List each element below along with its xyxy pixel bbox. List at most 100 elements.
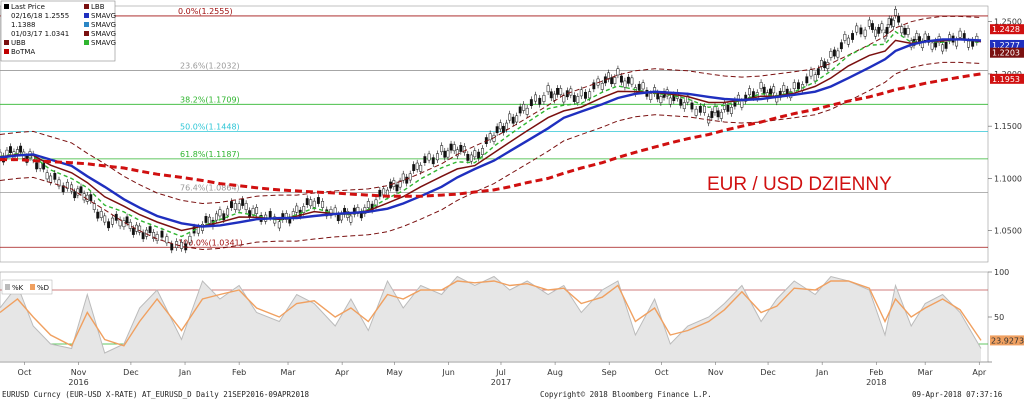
- legend-swatch: [84, 13, 89, 18]
- candle-body: [508, 113, 512, 121]
- y-tick-label: 1.0500: [994, 227, 1022, 236]
- candle-body: [944, 41, 948, 49]
- candle-body: [268, 211, 272, 218]
- candle-body: [462, 146, 466, 153]
- candle-body: [820, 60, 823, 67]
- candle-body: [505, 122, 509, 130]
- candle-body: [141, 232, 145, 240]
- candle-body: [9, 146, 12, 153]
- candle-body: [772, 86, 776, 94]
- candle-body: [713, 106, 717, 113]
- candle-body: [740, 100, 744, 108]
- candle-body: [374, 199, 378, 207]
- candle-body: [336, 214, 340, 222]
- candle-body: [501, 125, 505, 133]
- candle-body: [412, 164, 416, 171]
- candle-body: [398, 180, 402, 188]
- candle-body: [966, 40, 970, 48]
- candle-body: [469, 154, 473, 162]
- price-panel: 1.05001.10001.15001.20001.25000.0%(1.255…: [0, 5, 1024, 263]
- candle-body: [726, 104, 730, 112]
- fib-label: 50.0%(1.1448): [180, 123, 240, 132]
- candle-body: [241, 199, 245, 206]
- sma-long-line: [0, 38, 982, 228]
- osc-d-swatch: [30, 284, 35, 290]
- candle-body: [668, 97, 672, 105]
- candle-body: [305, 198, 309, 205]
- candle-body: [562, 95, 566, 103]
- legend-label: 1.1388: [11, 21, 36, 29]
- candle-body: [415, 162, 419, 170]
- candle-body: [455, 149, 459, 157]
- candle-body: [816, 68, 820, 76]
- x-month-label: Dec: [123, 368, 138, 377]
- footer-right: 09-Apr-2018 07:37:16: [912, 390, 1003, 399]
- candle-body: [19, 145, 23, 153]
- candle-body: [613, 77, 617, 84]
- legend-label: UBB: [11, 39, 26, 47]
- candle-body: [378, 189, 382, 197]
- fib-label: 76.4%(1.0864): [180, 184, 240, 193]
- candle-body: [204, 216, 208, 223]
- candle-body: [155, 234, 159, 241]
- price-label-box: [990, 39, 1024, 50]
- legend-label: LBB: [91, 3, 105, 11]
- candle-body: [128, 221, 132, 229]
- x-month-label: Mar: [280, 368, 296, 377]
- candle-body: [443, 150, 447, 158]
- candle-body: [316, 197, 320, 204]
- candle-body: [722, 102, 726, 110]
- candle-body: [449, 143, 453, 151]
- legend-swatch: [84, 22, 89, 27]
- x-month-label: Sep: [602, 368, 617, 377]
- price-label: 1.2428: [992, 25, 1020, 34]
- candle-body: [160, 230, 164, 238]
- candle-body: [321, 201, 325, 208]
- candle-body: [122, 220, 126, 228]
- candle-body: [885, 27, 889, 34]
- price-label-box: [990, 73, 1024, 84]
- x-month-label: Dec: [760, 368, 775, 377]
- x-month-label: Apr: [972, 368, 987, 377]
- fib-label: 100.0%(1.0341): [178, 238, 243, 247]
- candle-body: [923, 33, 927, 41]
- candle-body: [103, 215, 107, 223]
- candle-body: [152, 232, 156, 239]
- candle-body: [251, 208, 255, 215]
- candle-body: [515, 115, 519, 123]
- candle-body: [626, 76, 630, 84]
- candle-body: [762, 86, 766, 94]
- candle-body: [233, 203, 237, 210]
- candle-body: [349, 215, 353, 223]
- candle-body: [459, 145, 463, 152]
- sma-mid-line: [0, 38, 982, 232]
- candle-body: [405, 176, 409, 184]
- candle-body: [188, 235, 192, 243]
- candle-body: [855, 25, 859, 33]
- candle-body: [623, 80, 627, 88]
- y-tick-label: 1.1000: [994, 174, 1022, 183]
- candle-body: [719, 111, 723, 119]
- legend-label: SMAVG: [91, 30, 116, 38]
- candle-body: [823, 61, 827, 69]
- candle-body: [440, 145, 444, 153]
- legend-label: SMAVG: [91, 39, 116, 47]
- candle-body: [431, 157, 435, 165]
- candle-body: [180, 242, 183, 249]
- candle-body: [641, 82, 645, 90]
- sma-short-line: [0, 30, 982, 238]
- candle-body: [477, 151, 481, 159]
- candle-body: [481, 148, 484, 155]
- candle-body: [851, 33, 854, 40]
- candle-body: [782, 85, 786, 92]
- price-frame: [0, 5, 989, 263]
- price-label: 1.1953: [992, 75, 1020, 84]
- candle-body: [843, 33, 847, 41]
- x-year-label: 2018: [866, 378, 886, 387]
- candle-body: [170, 243, 174, 251]
- candle-body: [832, 49, 836, 57]
- candle-body: [57, 179, 61, 187]
- x-month-label: Oct: [655, 368, 669, 377]
- legend-swatch: [4, 40, 9, 45]
